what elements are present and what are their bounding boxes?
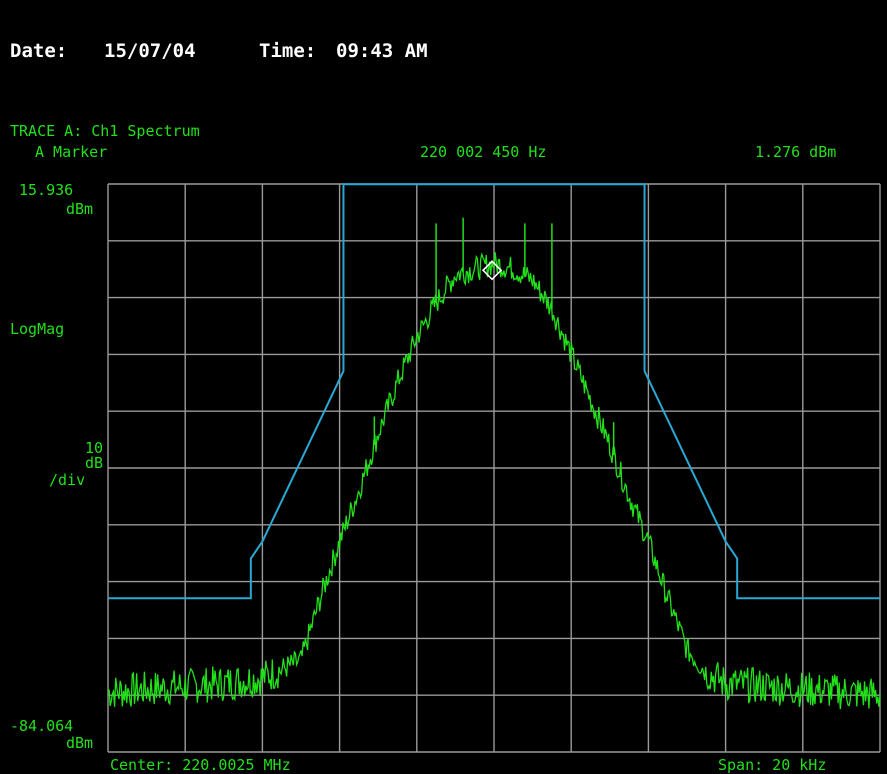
center-frequency: Center: 220.0025 MHz bbox=[110, 756, 291, 774]
y-bottom-unit: dBm bbox=[66, 734, 94, 752]
trace-title: TRACE A: Ch1 Spectrum bbox=[10, 122, 200, 140]
span-value: Span: 20 kHz bbox=[718, 756, 827, 774]
marker-level: 1.276 dBm bbox=[755, 143, 837, 161]
marker-label: A Marker bbox=[35, 143, 108, 161]
y-scale-value: 10 bbox=[85, 439, 104, 457]
spectrum-trace bbox=[107, 252, 881, 710]
marker-layer bbox=[481, 260, 503, 281]
date-label: Date: bbox=[10, 40, 68, 62]
marker-diamond-icon bbox=[481, 260, 503, 281]
y-scale-unit: dB bbox=[85, 454, 104, 472]
plot-traces bbox=[107, 183, 881, 710]
mask-line bbox=[108, 183, 880, 600]
y-scale-div: /div bbox=[49, 471, 86, 489]
y-top-value: 15.936 bbox=[19, 181, 74, 199]
y-top-unit: dBm bbox=[66, 200, 94, 218]
time-label: Time: bbox=[259, 40, 317, 62]
plot-grid bbox=[107, 183, 881, 753]
y-format-label: LogMag bbox=[10, 320, 65, 338]
date-value: 15/07/04 bbox=[104, 40, 196, 62]
marker-frequency: 220 002 450 Hz bbox=[420, 143, 547, 161]
time-value: 09:43 AM bbox=[336, 40, 428, 62]
y-bottom-value: -84.064 bbox=[10, 717, 74, 735]
